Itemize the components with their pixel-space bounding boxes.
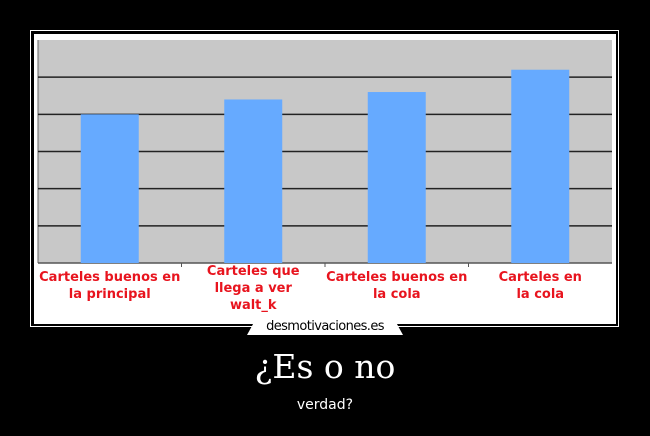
poster-subtitle: verdad? [296,397,354,413]
x-tick-label-line: llega a ver [215,281,293,296]
x-tick-label-line: la cola [373,287,421,302]
bar-chart: Carteles buenos en la principal Carteles q… [37,40,612,313]
watermark: desmotivaciones.es [247,318,403,335]
bar [80,114,139,263]
x-tick-label: Carteles buenos en la principal [39,270,180,302]
x-tick-label-line: Carteles buenos en [39,270,180,285]
x-tick-label-line: Carteles que [207,264,300,279]
x-tick-label: Carteles en la cola [499,270,582,302]
x-tick-label: Carteles que llega a ver walt_k [207,264,300,313]
x-tick-label-line: la principal [69,287,151,302]
bar [367,92,426,264]
x-tick-label-line: Carteles en [499,270,582,285]
poster-title: ¿Es o no [254,347,396,386]
x-tick-label-line: walt_k [230,298,277,313]
bar [224,99,283,263]
poster-image: Carteles buenos en la principal Carteles q… [34,34,616,324]
x-tick-label-line: la cola [516,287,564,302]
bar [511,69,570,263]
x-tick-label-line: Carteles buenos en [326,270,467,285]
x-tick-label: Carteles buenos en la cola [326,270,467,302]
